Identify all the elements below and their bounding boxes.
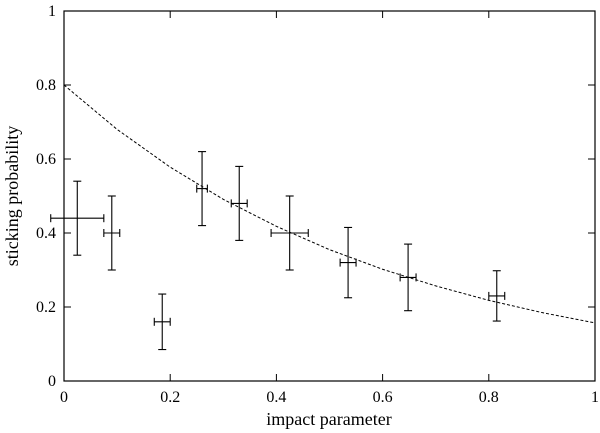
data-point bbox=[50, 180, 105, 256]
data-point bbox=[488, 270, 506, 322]
fit-curve-layer bbox=[63, 84, 596, 324]
y-tick-label: 0.6 bbox=[36, 151, 56, 168]
y-tick-label: 1 bbox=[48, 3, 56, 20]
data-point bbox=[230, 165, 248, 241]
x-axis-title: impact parameter bbox=[266, 409, 391, 429]
data-point bbox=[153, 293, 171, 351]
y-axis-ticks: 0 0.2 0.4 0.6 0.8 1 bbox=[36, 3, 595, 390]
data-point bbox=[270, 195, 309, 271]
plot-frame bbox=[63, 10, 596, 382]
y-tick-label: 0.4 bbox=[36, 225, 56, 242]
y-tick-label: 0 bbox=[48, 373, 56, 390]
x-tick-label: 0.4 bbox=[266, 389, 286, 406]
fit-curve-line bbox=[63, 84, 596, 324]
x-axis-ticks: 0 0.2 0.4 0.6 0.8 1 bbox=[60, 11, 599, 406]
y-axis-title: sticking probability bbox=[2, 126, 22, 266]
data-points-layer bbox=[50, 151, 506, 351]
x-tick-label: 0.6 bbox=[373, 389, 393, 406]
data-point bbox=[103, 195, 121, 271]
x-tick-label: 0 bbox=[60, 389, 68, 406]
x-tick-label: 1 bbox=[591, 389, 599, 406]
x-tick-label: 0.2 bbox=[160, 389, 180, 406]
y-tick-label: 0.8 bbox=[36, 77, 56, 94]
data-point bbox=[399, 243, 417, 312]
data-point bbox=[339, 226, 357, 299]
y-tick-label: 0.2 bbox=[36, 299, 56, 316]
x-tick-label: 0.8 bbox=[479, 389, 499, 406]
data-point bbox=[196, 151, 208, 227]
